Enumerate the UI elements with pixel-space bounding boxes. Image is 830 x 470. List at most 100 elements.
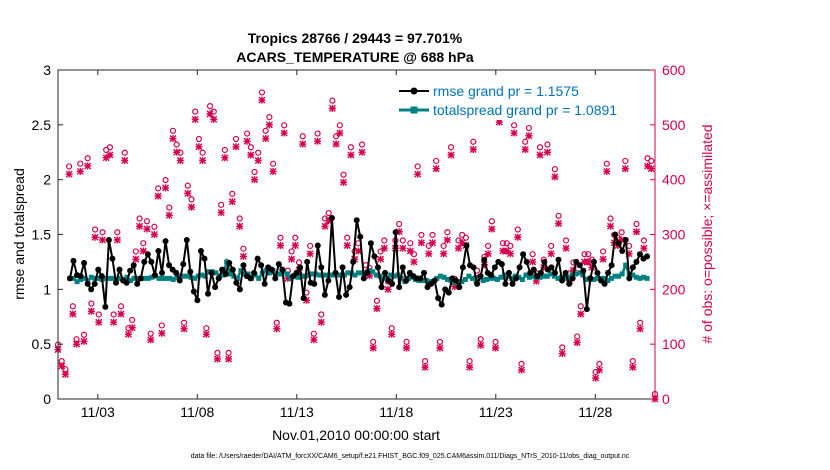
totalspread-point (594, 275, 600, 281)
totalspread-point (637, 275, 643, 281)
obs-assimilated-point (410, 258, 418, 266)
obs-assimilated-point (236, 222, 244, 230)
obs-possible-point (485, 242, 492, 250)
obs-possible-point (622, 157, 629, 165)
obs-possible-point (447, 144, 455, 151)
obs-assimilated-point (76, 167, 84, 175)
obs-assimilated-point (384, 285, 392, 293)
obs-possible-point (110, 311, 117, 318)
obs-possible-point (522, 138, 529, 145)
rmse-point (208, 269, 215, 276)
obs-assimilated-point (187, 203, 195, 211)
obs-assimilated-point (262, 135, 270, 143)
rmse-point (587, 275, 594, 282)
rmse-point (112, 279, 119, 286)
totalspread-point (445, 276, 451, 282)
obs-assimilated-point (647, 165, 655, 173)
obs-possible-point (106, 144, 114, 151)
obs-assimilated-point (139, 247, 147, 255)
obs-assimilated-point (440, 250, 448, 258)
rmse-point (109, 255, 116, 262)
totalspread-point (167, 275, 173, 281)
obs-assimilated-point (499, 247, 507, 255)
rmse-point (66, 275, 73, 282)
obs-possible-point (218, 201, 225, 208)
y-right-axis-ticks: 0 100 200 300 400 500 600 (650, 62, 686, 407)
rmse-point (502, 280, 509, 287)
y-left-tick-label: 0.5 (32, 336, 52, 352)
rmse-point (523, 258, 530, 265)
rmse-point (183, 236, 190, 243)
rmse-point (403, 277, 410, 284)
rmse-point (300, 295, 307, 302)
obs-assimilated-point (603, 167, 611, 175)
obs-possible-point (603, 160, 610, 167)
obs-assimilated-point (510, 129, 518, 137)
totalspread-point (519, 276, 525, 282)
rmse-point (399, 264, 406, 271)
obs-possible-point (440, 242, 447, 250)
obs-assimilated-point (302, 296, 310, 304)
obs-possible-point (544, 141, 551, 148)
obs-assimilated-point (291, 241, 299, 249)
obs-assimilated-point (147, 336, 155, 344)
obs-assimilated-point (328, 104, 336, 112)
obs-assimilated-point (577, 310, 585, 318)
obs-assimilated-point (480, 261, 488, 269)
rmse-point (70, 257, 77, 264)
obs-possible-point (418, 231, 425, 239)
obs-assimilated-point (321, 222, 329, 230)
x-tick-label: 11/28 (578, 404, 612, 420)
obs-possible-point (66, 163, 73, 170)
legend-spread-label: totalspread grand pr = 1.0891 (433, 102, 617, 118)
obs-assimilated-point (644, 162, 652, 170)
obs-possible-point (358, 141, 366, 148)
obs-assimilated-point (306, 250, 314, 258)
rmse-point (137, 275, 144, 282)
obs-assimilated-point (58, 362, 66, 370)
obs-assimilated-point (618, 236, 626, 244)
obs-possible-point (421, 358, 429, 365)
rmse-point (293, 269, 300, 276)
obs-assimilated-point (213, 355, 221, 363)
rmse-point (148, 258, 155, 265)
obs-possible-point (548, 242, 555, 250)
obs-possible-point (255, 149, 262, 156)
rmse-point (286, 300, 293, 307)
totalspread-point (106, 275, 112, 281)
obs-assimilated-point (247, 151, 255, 159)
obs-assimilated-point (569, 266, 577, 274)
y-right-tick-label: 300 (662, 227, 686, 243)
obs-assimilated-point (417, 239, 425, 247)
rmse-point (105, 236, 112, 243)
obs-assimilated-point (102, 154, 110, 162)
rmse-point (435, 295, 442, 302)
rmse-point (353, 217, 360, 224)
totalspread-point (81, 275, 87, 281)
obs-assimilated-point (280, 129, 288, 137)
rmse-point (127, 267, 134, 274)
totalspread-point (95, 275, 101, 281)
rmse-point (332, 269, 339, 276)
rmse-point (644, 253, 651, 260)
rmse-point (562, 269, 569, 276)
obs-assimilated-point (191, 115, 199, 123)
totalspread-point (566, 274, 572, 280)
obs-possible-point (236, 215, 243, 222)
totalspread-point (359, 270, 365, 276)
obs-assimilated-point (632, 228, 640, 236)
obs-assimilated-point (354, 247, 362, 255)
obs-assimilated-point (621, 165, 629, 173)
obs-possible-point (162, 177, 169, 184)
totalspread-point (181, 273, 187, 279)
obs-assimilated-point (399, 244, 407, 252)
obs-assimilated-point (532, 277, 540, 285)
obs-possible-point (433, 157, 440, 165)
obs-possible-point (251, 168, 258, 176)
rmse-point (605, 269, 612, 276)
obs-possible-point (143, 218, 151, 225)
totalspread-point (256, 275, 262, 281)
obs-possible-point (410, 251, 418, 258)
totalspread-point (373, 272, 379, 278)
rmse-point (463, 242, 470, 249)
